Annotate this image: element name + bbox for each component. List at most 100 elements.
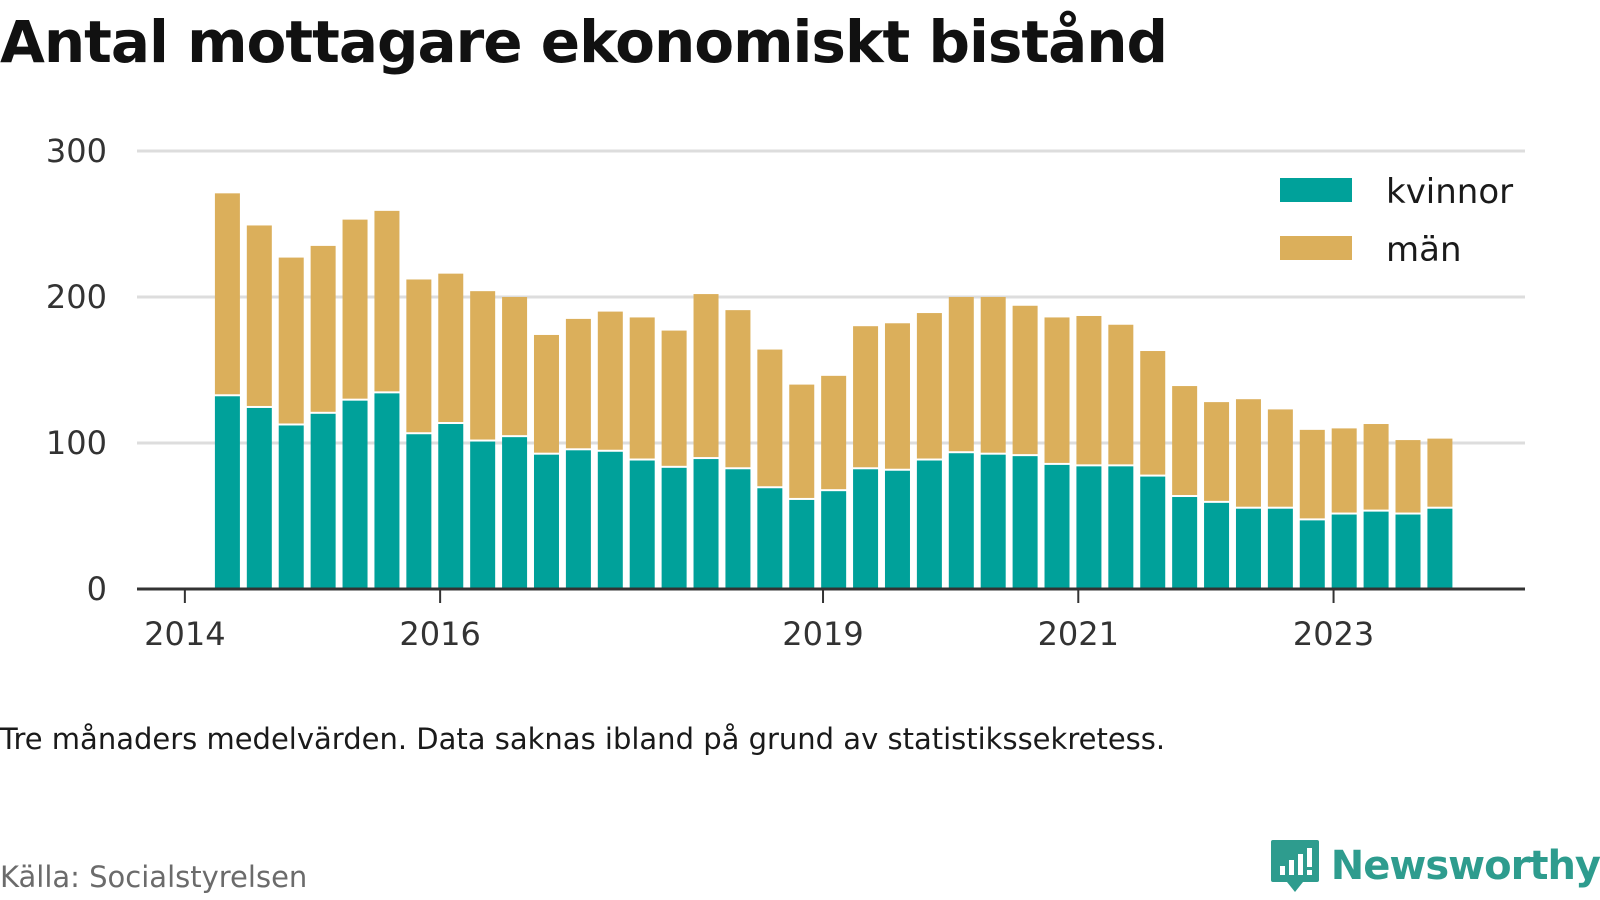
legend-swatch-man — [1280, 236, 1352, 260]
bar-man-2020-11 — [1044, 317, 1070, 463]
bar-kvinnor-2015-08 — [374, 393, 400, 589]
bar-kvinnor-2023-11 — [1427, 508, 1453, 589]
bar-man-2018-08 — [757, 349, 783, 487]
stacked-bar-chart: 0 100 200 300 2014 2016 2019 2021 2023 kvinnor m… — [46, 132, 1525, 653]
bar-kvinnor-2018-05 — [725, 469, 751, 589]
y-tick-label-300: 300 — [46, 132, 107, 170]
bar-man-2021-05 — [1108, 324, 1134, 465]
bar-man-2016-08 — [502, 297, 528, 436]
legend: kvinnor män — [1280, 172, 1513, 270]
bar-kvinnor-2023-08 — [1395, 514, 1421, 589]
bar-kvinnor-2016-02 — [438, 424, 464, 589]
bar-man-2017-08 — [629, 317, 655, 459]
bar-man-2019-08 — [884, 323, 910, 469]
bar-man-2022-05 — [1235, 399, 1261, 507]
bar-kvinnor-2016-11 — [533, 454, 559, 589]
bar-kvinnor-2020-05 — [980, 454, 1006, 589]
brand-name: Newsworthy — [1330, 843, 1600, 889]
x-tick-label-2023: 2023 — [1293, 615, 1374, 653]
bar-man-2021-02 — [1076, 315, 1102, 465]
bar-man-2016-11 — [533, 334, 559, 453]
brand-logo[interactable]: Newsworthy — [1269, 838, 1600, 894]
bar-kvinnor-2015-02 — [310, 413, 336, 589]
bar-man-2020-05 — [980, 297, 1006, 453]
bar-kvinnor-2019-05 — [853, 469, 879, 589]
bar-kvinnor-2022-02 — [1204, 502, 1230, 589]
bar-kvinnor-2021-08 — [1140, 476, 1166, 589]
bars — [214, 193, 1453, 589]
axes: 0 100 200 300 2014 2016 2019 2021 2023 — [46, 132, 1525, 653]
bar-kvinnor-2019-08 — [884, 470, 910, 589]
bar-kvinnor-2023-02 — [1331, 514, 1357, 589]
bar-man-2018-02 — [693, 294, 719, 458]
bar-kvinnor-2015-05 — [342, 400, 368, 589]
bar-kvinnor-2014-05 — [214, 396, 240, 589]
bar-man-2023-02 — [1331, 428, 1357, 513]
bar-man-2021-11 — [1172, 386, 1198, 496]
bar-kvinnor-2021-05 — [1108, 466, 1134, 589]
bar-kvinnor-2020-08 — [1012, 456, 1038, 589]
bar-kvinnor-2016-05 — [470, 441, 496, 589]
bar-man-2022-02 — [1204, 402, 1230, 501]
bar-kvinnor-2019-02 — [821, 491, 847, 589]
bar-kvinnor-2018-08 — [757, 488, 783, 589]
x-tick-label-2021: 2021 — [1038, 615, 1119, 653]
legend-label-kvinnor: kvinnor — [1386, 172, 1513, 212]
bar-kvinnor-2021-11 — [1172, 497, 1198, 589]
bar-man-2016-02 — [438, 273, 464, 423]
y-tick-label-0: 0 — [87, 570, 107, 608]
bar-man-2015-08 — [374, 210, 400, 392]
bar-man-2015-02 — [310, 245, 336, 412]
y-tick-label-100: 100 — [46, 424, 107, 462]
bar-kvinnor-2021-02 — [1076, 466, 1102, 589]
bar-kvinnor-2022-11 — [1299, 520, 1325, 589]
bar-kvinnor-2017-08 — [629, 460, 655, 589]
bar-man-2021-08 — [1140, 351, 1166, 475]
bar-man-2019-02 — [821, 375, 847, 490]
bar-kvinnor-2017-05 — [597, 451, 623, 589]
bar-kvinnor-2018-02 — [693, 459, 719, 589]
bar-man-2014-11 — [278, 257, 304, 424]
bar-man-2017-11 — [661, 330, 687, 466]
source-text: Källa: Socialstyrelsen — [0, 860, 308, 894]
bar-kvinnor-2017-11 — [661, 467, 687, 589]
bar-kvinnor-2023-05 — [1363, 511, 1389, 589]
bar-man-2023-08 — [1395, 440, 1421, 513]
bar-kvinnor-2018-11 — [789, 499, 815, 589]
bar-man-2018-11 — [789, 384, 815, 498]
bar-man-2022-08 — [1267, 409, 1293, 507]
bar-man-2023-11 — [1427, 438, 1453, 507]
bar-man-2018-05 — [725, 310, 751, 468]
bar-man-2017-02 — [565, 318, 591, 449]
bar-man-2019-11 — [916, 313, 942, 459]
bar-kvinnor-2020-11 — [1044, 464, 1070, 589]
bar-man-2017-05 — [597, 311, 623, 450]
bar-kvinnor-2017-02 — [565, 450, 591, 589]
bar-man-2015-05 — [342, 219, 368, 399]
bar-man-2015-11 — [406, 279, 432, 433]
bar-kvinnor-2022-05 — [1235, 508, 1261, 589]
x-tick-label-2014: 2014 — [144, 615, 225, 653]
chart-note: Tre månaders medelvärden. Data saknas ib… — [0, 722, 1166, 756]
newsworthy-logo-icon — [1270, 840, 1319, 892]
bar-kvinnor-2022-08 — [1267, 508, 1293, 589]
bar-man-2023-05 — [1363, 424, 1389, 510]
bar-man-2014-05 — [214, 193, 240, 395]
bar-man-2022-11 — [1299, 429, 1325, 519]
legend-label-man: män — [1386, 230, 1462, 270]
bar-kvinnor-2019-11 — [916, 460, 942, 589]
bar-man-2016-05 — [470, 291, 496, 440]
y-tick-label-200: 200 — [46, 278, 107, 316]
bar-kvinnor-2015-11 — [406, 434, 432, 589]
legend-swatch-kvinnor — [1280, 178, 1352, 202]
chart-title: Antal mottagare ekonomiskt bistånd — [0, 8, 1168, 76]
bar-man-2020-08 — [1012, 305, 1038, 455]
bar-kvinnor-2016-08 — [502, 437, 528, 589]
bar-man-2014-08 — [246, 225, 272, 406]
bar-kvinnor-2020-02 — [948, 453, 974, 589]
x-tick-label-2016: 2016 — [399, 615, 480, 653]
bar-kvinnor-2014-08 — [246, 407, 272, 589]
bar-man-2020-02 — [948, 297, 974, 452]
bar-man-2019-05 — [853, 326, 879, 468]
bar-kvinnor-2014-11 — [278, 425, 304, 589]
